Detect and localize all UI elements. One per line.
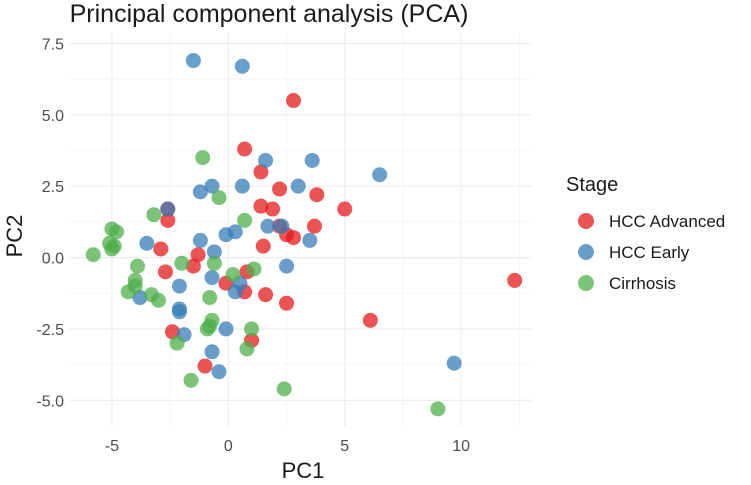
data-point-hcc-early [218, 321, 234, 337]
legend-label-hcc-early: HCC Early [609, 243, 690, 262]
data-point-cirrhosis [199, 321, 215, 337]
y-tick-label: 7.5 [42, 36, 64, 53]
data-point-hcc-early [372, 167, 388, 183]
data-point-hcc-advanced [153, 241, 169, 257]
data-point-hcc-advanced [286, 93, 302, 109]
data-point-hcc-advanced [286, 230, 302, 246]
data-point-hcc-early [185, 53, 201, 69]
data-point-hcc-advanced [362, 312, 378, 328]
data-point-hcc-advanced [164, 324, 180, 340]
data-point-hcc-advanced [160, 212, 176, 228]
data-point-hcc-advanced [337, 201, 353, 217]
data-point-hcc-advanced [157, 264, 173, 280]
points-layer [85, 53, 523, 417]
legend: Stage HCC Advanced HCC Early Cirrhosis [566, 174, 725, 293]
data-point-hcc-early [446, 355, 462, 371]
data-point-hcc-advanced [258, 287, 274, 303]
y-tick-label: 5.0 [42, 108, 64, 125]
legend-key-hcc-advanced [578, 213, 594, 229]
data-point-hcc-advanced [306, 218, 322, 234]
data-point-hcc-early [302, 232, 318, 248]
data-point-cirrhosis [211, 190, 227, 206]
data-point-hcc-advanced [272, 181, 288, 197]
data-point-cirrhosis [109, 224, 125, 240]
data-point-cirrhosis [106, 238, 122, 254]
data-point-hcc-early [290, 178, 306, 194]
data-point-cirrhosis [202, 290, 218, 306]
data-point-cirrhosis [130, 258, 146, 274]
legend-title: Stage [566, 174, 618, 196]
x-tick-label: 5 [340, 438, 349, 455]
data-point-cirrhosis [169, 335, 185, 351]
data-point-cirrhosis [174, 255, 190, 271]
data-point-hcc-early [206, 244, 222, 260]
grid-layer [70, 32, 531, 426]
data-point-cirrhosis [244, 321, 260, 337]
data-point-cirrhosis [225, 267, 241, 283]
data-point-hcc-advanced [309, 187, 325, 203]
data-point-cirrhosis [276, 381, 292, 397]
data-point-hcc-early [234, 58, 250, 74]
legend-key-hcc-early [578, 244, 594, 260]
data-point-cirrhosis [183, 372, 199, 388]
data-point-hcc-advanced [253, 164, 269, 180]
data-point-hcc-early [211, 364, 227, 380]
x-axis-title: PC1 [282, 458, 325, 483]
data-point-cirrhosis [85, 247, 101, 263]
data-point-hcc-early [204, 178, 220, 194]
data-point-hcc-advanced [507, 272, 523, 288]
data-point-hcc-early [204, 344, 220, 360]
data-point-hcc-early [139, 235, 155, 251]
legend-label-hcc-advanced: HCC Advanced [609, 212, 725, 231]
data-point-cirrhosis [430, 401, 446, 417]
legend-items: HCC Advanced HCC Early Cirrhosis [578, 212, 725, 293]
data-point-hcc-early [234, 178, 250, 194]
data-point-hcc-early [304, 152, 320, 168]
y-axis-title: PC2 [2, 215, 27, 258]
data-point-cirrhosis [150, 292, 166, 308]
y-tick-label: 2.5 [42, 179, 64, 196]
data-point-hcc-advanced [279, 295, 295, 311]
data-point-hcc-early [227, 284, 243, 300]
data-point-hcc-advanced [197, 358, 213, 374]
data-point-hcc-early [204, 270, 220, 286]
data-point-hcc-early [171, 278, 187, 294]
y-tick-label: -5.0 [36, 393, 64, 410]
data-point-cirrhosis [195, 150, 211, 166]
data-point-cirrhosis [239, 341, 255, 357]
data-point-hcc-advanced [265, 201, 281, 217]
data-point-cirrhosis [206, 255, 222, 271]
data-point-hcc-advanced [190, 247, 206, 263]
y-tick-label: 0.0 [42, 251, 64, 268]
chart-title: Principal component analysis (PCA) [70, 0, 469, 28]
data-point-cirrhosis [146, 207, 162, 223]
data-point-cirrhosis [237, 212, 253, 228]
legend-label-cirrhosis: Cirrhosis [609, 274, 676, 293]
axes-layer: -5 0 5 10 -5.0 -2.5 0.0 2.5 5.0 7.5 [36, 36, 470, 455]
data-point-hcc-early [258, 152, 274, 168]
data-point-hcc-early [274, 218, 290, 234]
data-point-hcc-advanced [237, 141, 253, 157]
data-point-hcc-early [218, 227, 234, 243]
x-tick-label: 0 [224, 438, 233, 455]
data-point-hcc-early [160, 201, 176, 217]
data-point-cirrhosis [246, 261, 262, 277]
data-point-hcc-early [192, 184, 208, 200]
data-point-hcc-early [132, 290, 148, 306]
data-point-hcc-early [171, 304, 187, 320]
data-point-hcc-early [260, 218, 276, 234]
y-tick-label: -2.5 [36, 322, 64, 339]
x-tick-label: -5 [105, 438, 119, 455]
data-point-hcc-advanced [253, 198, 269, 214]
x-tick-label: 10 [452, 438, 470, 455]
data-point-hcc-early [279, 258, 295, 274]
data-point-hcc-early [192, 232, 208, 248]
legend-key-cirrhosis [578, 275, 594, 291]
data-point-hcc-advanced [185, 258, 201, 274]
data-point-cirrhosis [120, 284, 136, 300]
data-point-hcc-advanced [255, 238, 271, 254]
